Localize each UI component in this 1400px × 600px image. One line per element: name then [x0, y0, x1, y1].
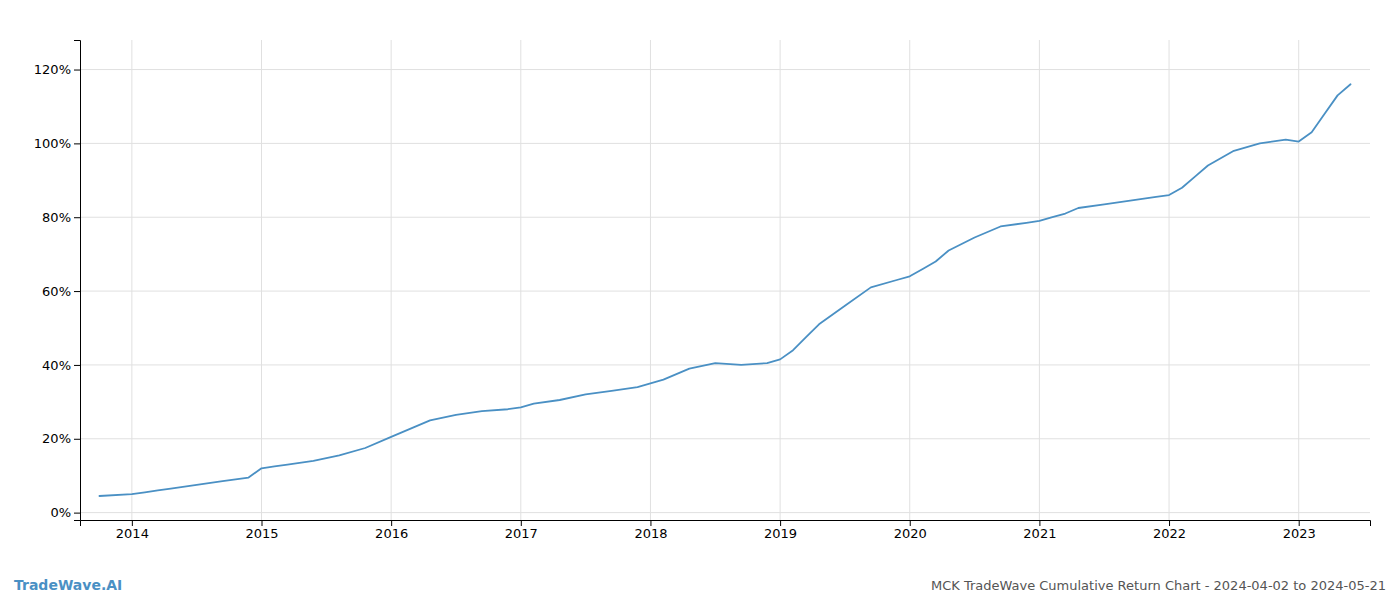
- x-tick-label: 2023: [1283, 526, 1316, 541]
- grid-line-x: [520, 40, 521, 520]
- x-tick-mark: [780, 520, 781, 526]
- x-tick: 2023: [1283, 520, 1316, 541]
- y-tick-mark: [74, 143, 80, 144]
- x-tick-label: 2020: [894, 526, 927, 541]
- x-tick: 2018: [634, 520, 667, 541]
- line: [99, 84, 1350, 496]
- grid-line-y: [80, 438, 1370, 439]
- y-tick: 80%: [42, 210, 80, 225]
- title: MCK TradeWave Cumulative Return Chart - …: [931, 578, 1386, 593]
- x-tick-label: 2018: [634, 526, 667, 541]
- y-tick-mark: [74, 217, 80, 218]
- x-tick-mark: [391, 520, 392, 526]
- grid-line-x: [780, 40, 781, 520]
- y-tick-mark: [74, 291, 80, 292]
- y-tick: 100%: [34, 136, 80, 151]
- x-tick: 2022: [1153, 520, 1186, 541]
- grid-line-x: [909, 40, 910, 520]
- x-tick-mark: [650, 520, 651, 526]
- grid-line-x: [391, 40, 392, 520]
- grid-line-y: [80, 291, 1370, 292]
- x-tick-mark: [1169, 520, 1170, 526]
- y-axis: 0% 20% 40% 60% 80% 100% 120%: [34, 41, 81, 521]
- x-tick: 2019: [764, 520, 797, 541]
- x-tick: 2021: [1023, 520, 1056, 541]
- x-tick-label: 2021: [1023, 526, 1056, 541]
- grid-line-x: [261, 40, 262, 520]
- x-tick: 2015: [245, 520, 278, 541]
- y-tick-label: 60%: [42, 284, 71, 299]
- x-tick-label: 2019: [764, 526, 797, 541]
- y-axis-line: [74, 41, 81, 521]
- annotation: TradeWave.AI: [14, 577, 122, 593]
- y-tick: 40%: [42, 358, 80, 373]
- y-tick-label: 120%: [34, 62, 71, 77]
- x-tick: 2017: [505, 520, 538, 541]
- x-axis: 2014 2015 2016 2017 2018 2019 2020 2021 2022 2023: [81, 520, 1371, 541]
- x-tick: 2016: [375, 520, 408, 541]
- grid-line-x: [1039, 40, 1040, 520]
- x-tick: 2014: [116, 520, 149, 541]
- x-tick-label: 2014: [116, 526, 149, 541]
- grid-line-x: [131, 40, 132, 520]
- y-tick-mark: [74, 70, 80, 71]
- y-tick-mark: [74, 365, 80, 366]
- x-tick-mark: [910, 520, 911, 526]
- grid-line-y: [80, 217, 1370, 218]
- x-tick-mark: [1039, 520, 1040, 526]
- grid: [80, 40, 1370, 520]
- y-tick: 60%: [42, 284, 80, 299]
- y-tick-label: 100%: [34, 136, 71, 151]
- x-tick-label: 2022: [1153, 526, 1186, 541]
- x-tick-label: 2015: [245, 526, 278, 541]
- x-axis-line: [81, 521, 1371, 527]
- y-tick-label: 40%: [42, 358, 71, 373]
- x-tick-mark: [262, 520, 263, 526]
- y-tick-label: 0%: [50, 505, 71, 520]
- chart: 2014 2015 2016 2017 2018 2019 2020 2021 2022 2023…: [0, 0, 1400, 600]
- y-tick-mark: [74, 513, 80, 514]
- grid-line-y: [80, 512, 1370, 513]
- x-tick-label: 2016: [375, 526, 408, 541]
- plot-area: [99, 84, 1350, 496]
- x-tick-mark: [132, 520, 133, 526]
- y-tick: 0%: [50, 505, 80, 520]
- y-tick: 20%: [42, 431, 80, 446]
- x-tick-label: 2017: [505, 526, 538, 541]
- grid-line-x: [650, 40, 651, 520]
- x-tick: 2020: [894, 520, 927, 541]
- x-tick-mark: [1299, 520, 1300, 526]
- y-tick-label: 80%: [42, 210, 71, 225]
- x-tick-mark: [521, 520, 522, 526]
- grid-line-y: [80, 143, 1370, 144]
- y-tick: 120%: [34, 62, 80, 77]
- y-tick-mark: [74, 439, 80, 440]
- grid-line-x: [1298, 40, 1299, 520]
- y-tick-label: 20%: [42, 431, 71, 446]
- grid-line-y: [80, 69, 1370, 70]
- grid-line-x: [1169, 40, 1170, 520]
